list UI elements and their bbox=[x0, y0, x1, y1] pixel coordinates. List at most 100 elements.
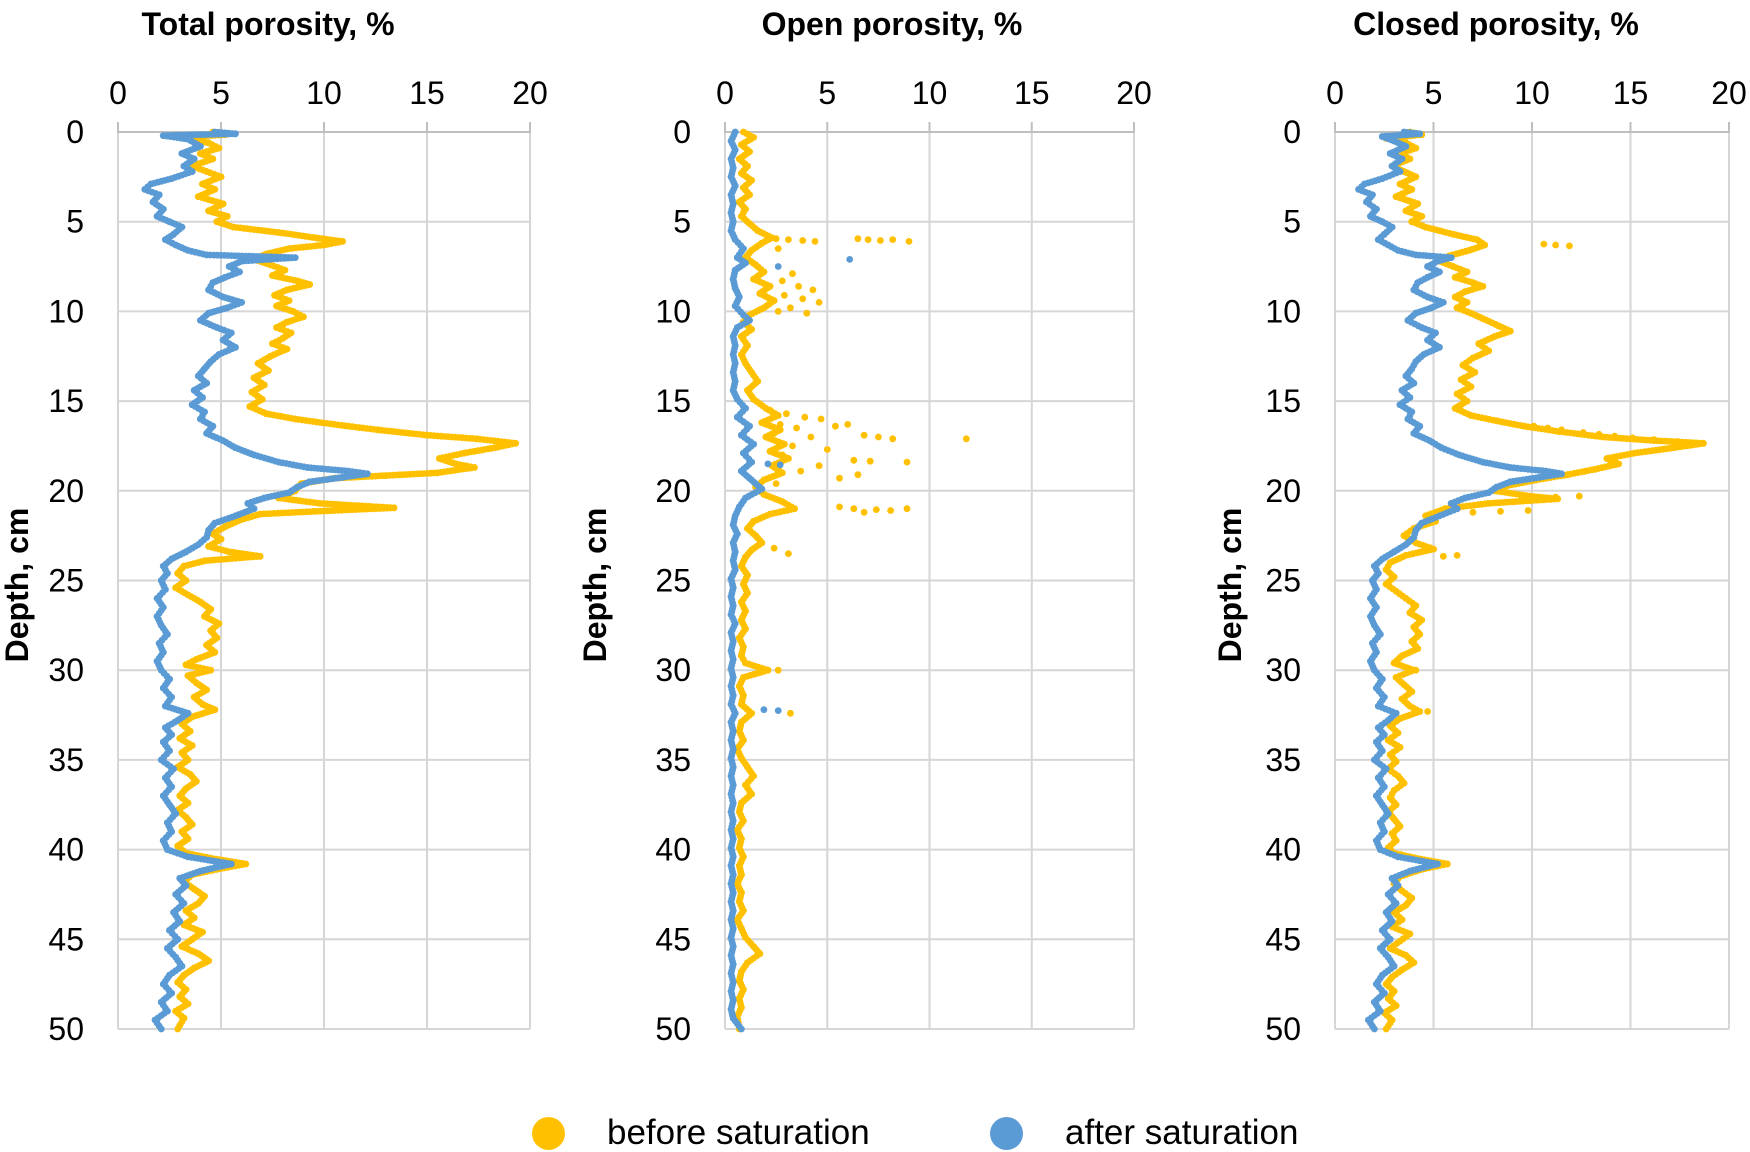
x-tick-label: 0 bbox=[1326, 75, 1344, 111]
y-tick-labels: 0 5 10 15 20 25 30 35 40 45 50 bbox=[655, 114, 691, 1047]
outlier-dot bbox=[823, 446, 831, 453]
series-before-saturation bbox=[733, 128, 970, 1033]
outlier-dot bbox=[850, 456, 858, 464]
y-tick-label: 5 bbox=[1283, 204, 1301, 240]
outlier-dot bbox=[797, 467, 805, 475]
outlier-dot bbox=[836, 474, 843, 482]
outlier-dot bbox=[877, 237, 884, 244]
outlier-dot bbox=[811, 238, 819, 245]
outlier-dot bbox=[807, 433, 815, 441]
chart-title-open-porosity: Open porosity, % bbox=[761, 6, 1023, 42]
outlier-dot bbox=[1530, 422, 1538, 430]
y-tick-label: 35 bbox=[48, 742, 84, 778]
outlier-dot bbox=[1497, 508, 1504, 515]
y-tick-label: 20 bbox=[1265, 473, 1301, 509]
chart-2-group: 0 5 10 15 20 0 5 10 15 20 25 30 35 40 45 50 bbox=[1265, 75, 1746, 1047]
outlier-dot bbox=[860, 508, 868, 516]
y-tick-label: 5 bbox=[66, 204, 84, 240]
outlier-dot bbox=[774, 666, 782, 674]
outlier-dot bbox=[1566, 242, 1573, 250]
before-saturation-marker-icon bbox=[532, 1116, 565, 1150]
outlier-dot bbox=[1439, 552, 1447, 560]
outlier-dot bbox=[889, 435, 897, 443]
x-axis bbox=[117, 122, 531, 133]
outlier-dot bbox=[903, 458, 911, 466]
y-tick-label: 30 bbox=[1265, 652, 1301, 688]
chart-title-total-porosity: Total porosity, % bbox=[141, 6, 395, 42]
series-after-saturation bbox=[1355, 128, 1565, 1033]
x-axis bbox=[724, 122, 1135, 133]
outlier-dot bbox=[789, 442, 796, 450]
outlier-dot bbox=[793, 424, 800, 432]
y-tick-label: 20 bbox=[655, 473, 691, 509]
y-tick-label: 10 bbox=[48, 293, 84, 329]
x-tick-label: 5 bbox=[818, 75, 836, 111]
y-tick-label: 25 bbox=[1265, 563, 1301, 599]
outlier-dot bbox=[815, 462, 823, 470]
outlier-dot bbox=[872, 506, 880, 513]
outlier-dot bbox=[774, 308, 782, 315]
y-tick-label: 15 bbox=[655, 383, 691, 419]
x-tick-label: 10 bbox=[1514, 75, 1550, 111]
y-tick-label: 20 bbox=[48, 473, 84, 509]
series-after-saturation bbox=[727, 128, 854, 1033]
x-tick-label: 5 bbox=[212, 75, 230, 111]
y-tick-label: 50 bbox=[48, 1011, 84, 1047]
y-tick-label: 10 bbox=[1265, 293, 1301, 329]
outlier-dot bbox=[764, 460, 772, 468]
outlier-dot bbox=[1575, 492, 1583, 500]
outlier-dot bbox=[1579, 429, 1587, 436]
y-tick-label: 45 bbox=[48, 921, 84, 957]
outlier-dot bbox=[815, 299, 823, 306]
x-tick-label: 15 bbox=[409, 75, 445, 111]
outlier-dot bbox=[1552, 241, 1559, 249]
x-tick-label: 0 bbox=[109, 75, 127, 111]
y-tick-label: 0 bbox=[1283, 114, 1301, 150]
y-tick-label: 35 bbox=[655, 742, 691, 778]
y-axis-title-total: Depth, cm bbox=[0, 507, 35, 663]
outlier-dot bbox=[809, 286, 817, 294]
gridlines bbox=[724, 131, 1135, 1030]
y-tick-label: 10 bbox=[655, 293, 691, 329]
x-tick-label: 0 bbox=[716, 75, 734, 111]
y-tick-label: 30 bbox=[655, 652, 691, 688]
outlier-dot bbox=[1674, 438, 1682, 445]
outlier-dot bbox=[1595, 430, 1603, 438]
y-tick-label: 5 bbox=[673, 204, 691, 240]
outlier-dot bbox=[854, 471, 862, 479]
outlier-dot bbox=[1469, 508, 1477, 516]
y-tick-label: 50 bbox=[1265, 1011, 1301, 1047]
x-tick-labels: 0 5 10 15 20 bbox=[1326, 75, 1747, 111]
outlier-dot bbox=[846, 256, 854, 263]
outlier-dot bbox=[1558, 426, 1565, 434]
outlier-dot bbox=[1629, 434, 1636, 442]
outlier-dot bbox=[1524, 507, 1532, 514]
y-tick-label: 0 bbox=[66, 114, 84, 150]
y-tick-label: 40 bbox=[1265, 832, 1301, 868]
y-axis-title-open: Depth, cm bbox=[577, 507, 613, 663]
x-tick-label: 15 bbox=[1613, 75, 1649, 111]
legend-label-before-saturation: before saturation bbox=[607, 1113, 870, 1152]
outlier-dot bbox=[850, 505, 858, 513]
outlier-dot bbox=[889, 236, 897, 244]
y-tick-label: 15 bbox=[48, 383, 84, 419]
outlier-dot bbox=[772, 235, 780, 243]
x-axis bbox=[1334, 122, 1730, 133]
chart-title-closed-porosity: Closed porosity, % bbox=[1353, 6, 1639, 42]
after-saturation-marker-icon bbox=[990, 1116, 1023, 1150]
legend-label-after-saturation: after saturation bbox=[1065, 1113, 1299, 1152]
y-tick-label: 45 bbox=[655, 921, 691, 957]
outlier-dot bbox=[866, 457, 874, 465]
outlier-dot bbox=[766, 406, 774, 414]
outlier-dot bbox=[760, 706, 768, 714]
x-tick-label: 20 bbox=[512, 75, 548, 111]
outlier-dot bbox=[887, 507, 894, 514]
outlier-dot bbox=[1552, 493, 1559, 501]
outlier-dot bbox=[776, 461, 784, 469]
x-tick-label: 10 bbox=[912, 75, 948, 111]
outlier-dot bbox=[803, 309, 811, 317]
y-tick-labels: 0 5 10 15 20 25 30 35 40 45 50 bbox=[1265, 114, 1301, 1047]
outlier-dot bbox=[905, 238, 913, 245]
